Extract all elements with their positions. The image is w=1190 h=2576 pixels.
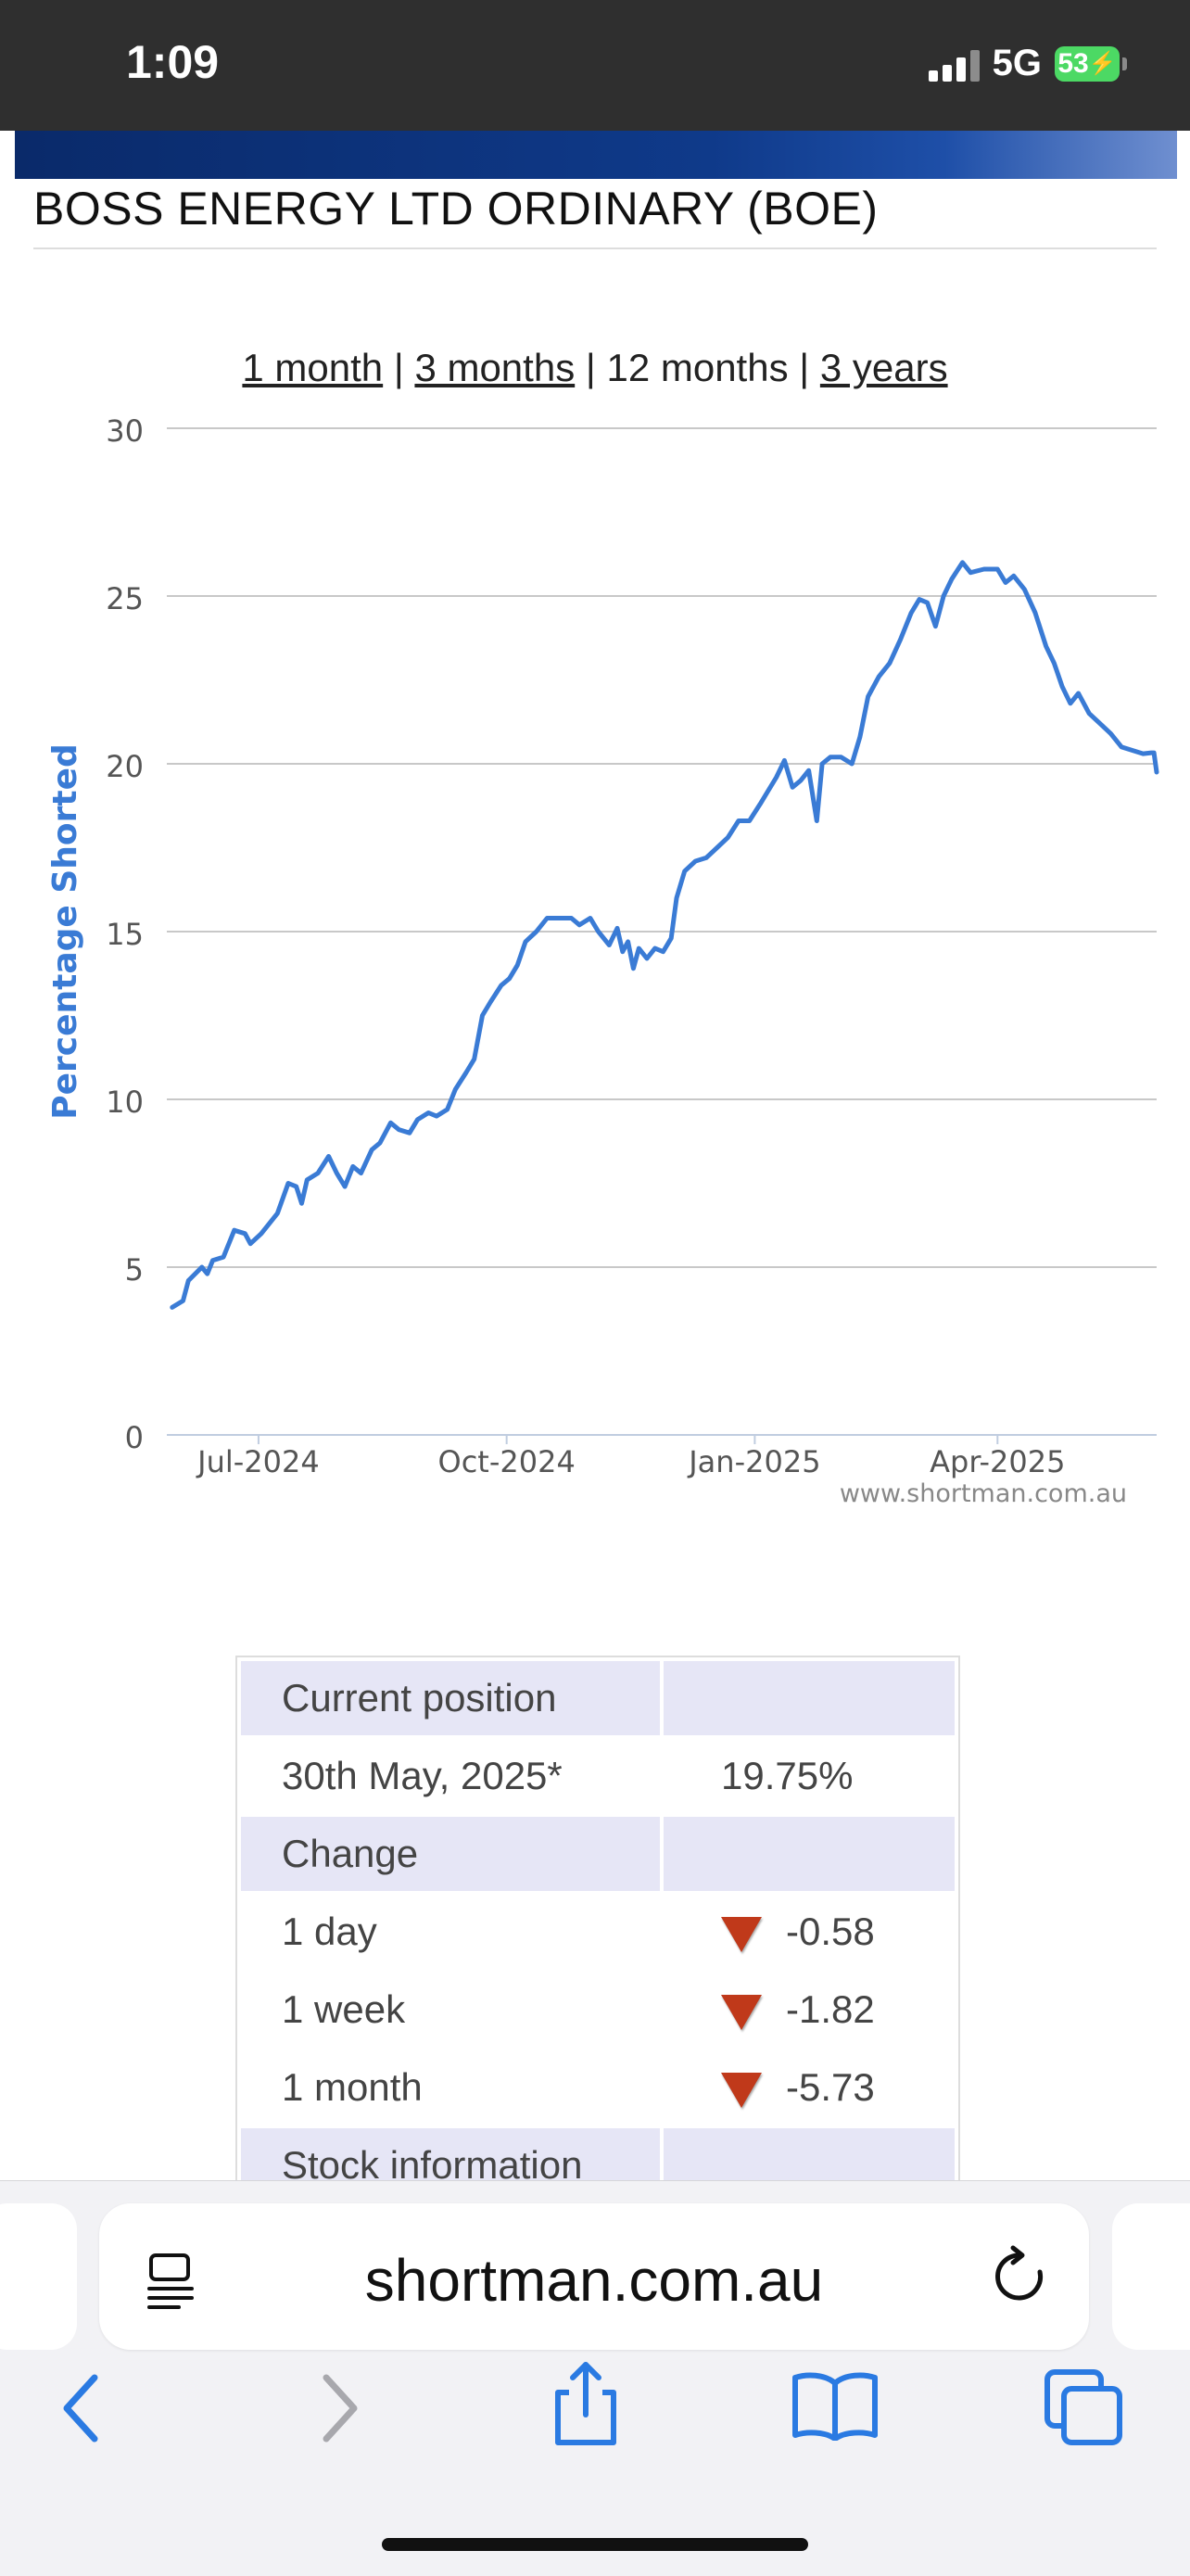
tabs-icon[interactable] bbox=[1044, 2368, 1125, 2448]
change-label: 1 month bbox=[282, 2065, 423, 2109]
change-value: -5.73 bbox=[786, 2065, 875, 2109]
range-12-months-current: 12 months bbox=[606, 346, 789, 389]
y-tick-label: 10 bbox=[106, 1085, 144, 1120]
signal-icon bbox=[928, 46, 980, 82]
y-tick-label: 25 bbox=[106, 581, 144, 616]
y-tick-label: 30 bbox=[106, 413, 144, 449]
current-position-header: Current position bbox=[241, 1661, 660, 1735]
address-bar[interactable]: shortman.com.au bbox=[99, 2203, 1089, 2350]
page-title: BOSS ENERGY LTD ORDINARY (BOE) bbox=[33, 183, 879, 235]
browser-toolbar: shortman.com.au bbox=[0, 2180, 1190, 2576]
back-icon[interactable] bbox=[54, 2367, 109, 2450]
x-tick-label: Jan-2025 bbox=[687, 1444, 820, 1479]
range-separator: | bbox=[799, 346, 810, 389]
next-tab-preview[interactable] bbox=[1112, 2203, 1190, 2350]
x-tick-label: Jul-2024 bbox=[196, 1444, 320, 1479]
change-label: 1 day bbox=[282, 1910, 377, 1953]
y-tick-label: 20 bbox=[106, 749, 144, 784]
down-triangle-icon bbox=[721, 1916, 762, 1952]
range-separator: | bbox=[585, 346, 596, 389]
series-line bbox=[170, 560, 1159, 1310]
current-date: 30th May, 2025* bbox=[282, 1754, 563, 1797]
range-3-months-link[interactable]: 3 months bbox=[414, 346, 576, 389]
range-selector: 1 month | 3 months | 12 months | 3 years bbox=[0, 346, 1190, 390]
x-tick-label: Oct-2024 bbox=[438, 1444, 576, 1479]
chart-watermark: www.shortman.com.au bbox=[840, 1479, 1127, 1508]
forward-icon[interactable] bbox=[311, 2367, 367, 2450]
y-tick-label: 15 bbox=[106, 917, 144, 952]
x-tick-label: Apr-2025 bbox=[930, 1444, 1065, 1479]
title-divider bbox=[33, 247, 1157, 249]
current-value: 19.75% bbox=[721, 1754, 854, 1797]
battery-icon: 53 ⚡ bbox=[1055, 45, 1127, 82]
change-header: Change bbox=[241, 1817, 660, 1891]
stats-table: Current position 30th May, 2025* 19.75% … bbox=[235, 1656, 960, 2208]
previous-tab-preview[interactable] bbox=[0, 2203, 77, 2350]
down-triangle-icon bbox=[721, 1994, 762, 2030]
reload-icon[interactable] bbox=[987, 2244, 1052, 2309]
short-position-chart: 0 5 10 15 20 25 30 Jul-2024 Oct-2024 Jan-2025 Apr-… bbox=[46, 413, 1159, 1508]
y-tick-label: 5 bbox=[125, 1252, 144, 1288]
home-indicator bbox=[382, 2538, 808, 2551]
change-value: -0.58 bbox=[786, 1910, 875, 1953]
range-1-month-link[interactable]: 1 month bbox=[242, 346, 384, 389]
y-axis-label: Percentage Shorted bbox=[46, 743, 84, 1120]
site-banner bbox=[15, 131, 1177, 179]
network-type: 5G bbox=[992, 43, 1042, 83]
page-menu-icon[interactable] bbox=[142, 2250, 201, 2309]
status-time: 1:09 bbox=[126, 36, 220, 88]
status-indicators: 5G 53 ⚡ bbox=[928, 43, 1127, 84]
share-icon[interactable] bbox=[549, 2357, 623, 2450]
y-tick-label: 0 bbox=[125, 1420, 144, 1455]
range-3-years-link[interactable]: 3 years bbox=[819, 346, 948, 389]
battery-level: 53 bbox=[1057, 47, 1089, 79]
change-value: -1.82 bbox=[786, 1987, 875, 2031]
status-bar: 1:09 5G 53 ⚡ bbox=[0, 0, 1190, 131]
down-triangle-icon bbox=[721, 2072, 762, 2108]
bookmarks-icon[interactable] bbox=[791, 2370, 879, 2441]
url-text[interactable]: shortman.com.au bbox=[364, 2247, 824, 2314]
range-separator: | bbox=[393, 346, 404, 389]
change-label: 1 week bbox=[282, 1987, 406, 2031]
